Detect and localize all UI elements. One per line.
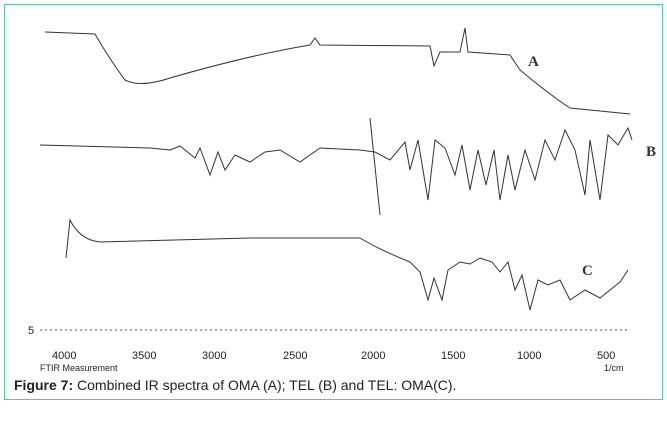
tick-label: 2500 <box>283 350 307 362</box>
tick-label: 4000 <box>52 350 76 362</box>
axis-mark: 5 <box>28 325 34 337</box>
spectrum-b <box>39 126 633 201</box>
axis-unit: 1/cm <box>604 363 624 373</box>
figure-frame <box>4 4 663 400</box>
tick-label: 3000 <box>202 350 226 362</box>
tick-label: 2000 <box>361 350 385 362</box>
label-a: A <box>528 54 539 70</box>
caption-text: Combined IR spectra of OMA (A); TEL (B) … <box>77 377 457 393</box>
spectrum-a <box>44 27 631 115</box>
tick-label: 1000 <box>517 350 541 362</box>
caption: Figure 7: Combined IR spectra of OMA (A)… <box>14 377 456 393</box>
tick-label: 1500 <box>441 350 465 362</box>
tick-label: 3500 <box>132 350 156 362</box>
tick-label: 500 <box>597 350 615 362</box>
label-c: C <box>582 263 593 279</box>
label-b: B <box>646 144 656 160</box>
spectrum-c <box>65 218 629 311</box>
caption-label: Figure 7: <box>14 377 74 393</box>
divider <box>369 117 381 216</box>
figure: A B C 5 4000 3500 3000 2500 2000 1500 10… <box>28 27 656 373</box>
axis-name: FTIR Measurement <box>40 363 118 373</box>
